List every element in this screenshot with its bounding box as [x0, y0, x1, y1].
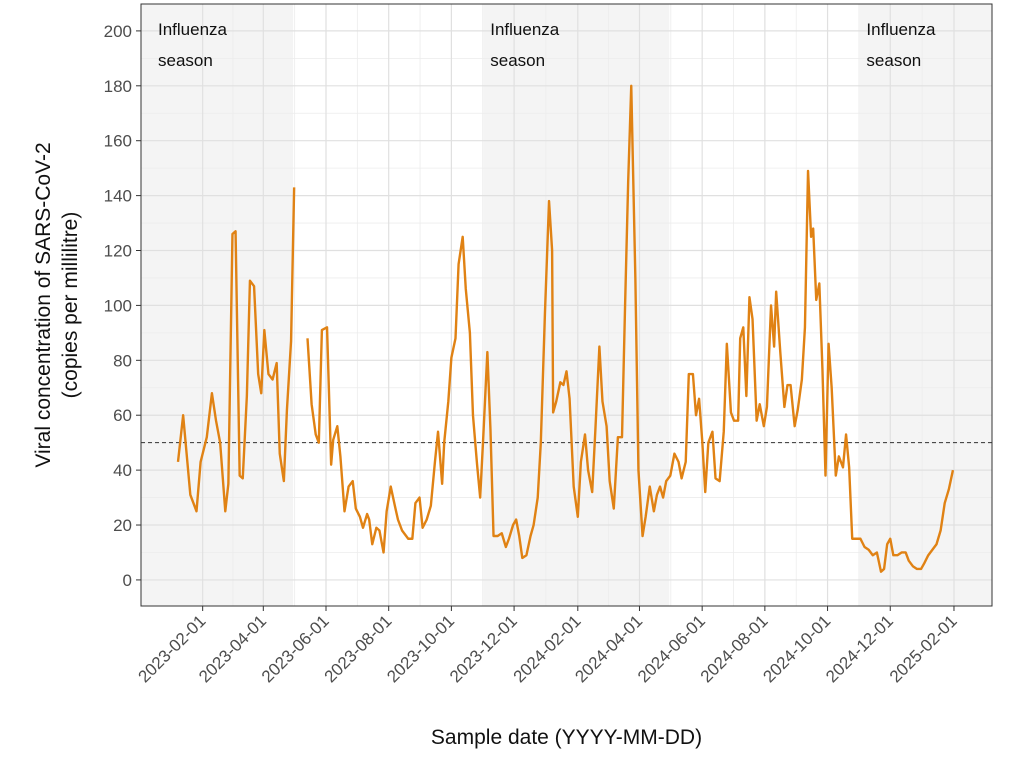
y-tick-label: 40 [113, 461, 132, 480]
y-tick-label: 180 [104, 77, 132, 96]
panel-border [140, 3, 993, 607]
season-label: season [490, 51, 545, 70]
season-label: season [158, 51, 213, 70]
y-tick-label: 140 [104, 187, 132, 206]
season-label: season [866, 51, 921, 70]
y-tick-label: 160 [104, 132, 132, 151]
x-tick-label: 2025-02-01 [886, 611, 961, 686]
y-tick-label: 200 [104, 22, 132, 41]
season-label: Influenza [866, 20, 936, 39]
x-tick-label: 2023-12-01 [446, 611, 521, 686]
season-label: Influenza [490, 20, 560, 39]
x-axis-title: Sample date (YYYY-MM-DD) [431, 726, 702, 749]
season-label: Influenza [158, 20, 228, 39]
y-axis-title: Viral concentration of SARS-CoV-2 [32, 142, 55, 467]
y-tick-label: 0 [123, 571, 132, 590]
data-line [176, 84, 955, 573]
y-tick-label: 80 [113, 351, 132, 370]
y-tick-label: 20 [113, 516, 132, 535]
y-tick-label: 120 [104, 242, 132, 261]
y-tick-label: 60 [113, 406, 132, 425]
plot-layer [141, 4, 992, 606]
y-tick-label: 100 [104, 296, 132, 315]
y-axis-title: (copies per millilitre) [59, 212, 82, 399]
x-tick-label: 2024-12-01 [822, 611, 897, 686]
